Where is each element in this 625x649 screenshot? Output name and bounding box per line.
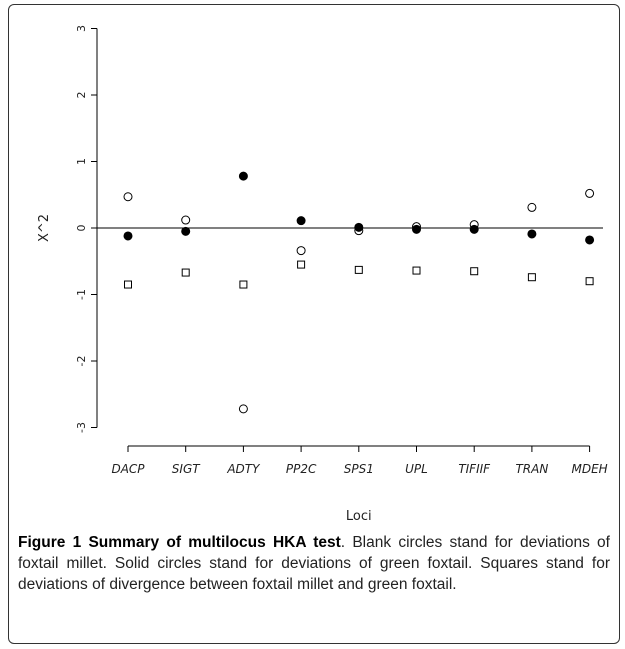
- filled-circle-point: [354, 222, 364, 232]
- x-tick-label: SIGT: [172, 462, 201, 476]
- hka-scatter-chart: -3 -2 -1 0 1 2 3 DACP SIGT ADTY PP2C SPS1 UPL TIFIIF…: [37, 25, 608, 524]
- square-point: [297, 260, 306, 269]
- square-point: [527, 273, 536, 282]
- x-tick-label: TRAN: [515, 462, 548, 476]
- y-tick-label: 3: [75, 25, 88, 32]
- x-tick-label: PP2C: [286, 462, 317, 476]
- open-circle-point: [238, 404, 248, 414]
- y-tick-label: -3: [75, 422, 88, 433]
- open-circle-point: [123, 192, 133, 202]
- filled-circle-point: [469, 224, 479, 234]
- open-circle-point: [585, 188, 595, 198]
- y-tick-label: -2: [75, 356, 88, 367]
- filled-circle-point: [238, 171, 248, 181]
- figure-frame: [8, 4, 620, 644]
- filled-circle-point: [181, 226, 191, 236]
- square-point: [412, 266, 421, 275]
- y-tick-label: -1: [75, 289, 88, 300]
- caption-title: Figure 1 Summary of multilocus HKA test: [18, 534, 341, 551]
- square-point: [470, 267, 479, 276]
- figure-caption: Figure 1 Summary of multilocus HKA test.…: [18, 532, 610, 595]
- filled-circle-point: [412, 224, 421, 234]
- x-axis: DACP SIGT ADTY PP2C SPS1 UPL TIFIIF TRAN MDEH: [111, 445, 608, 476]
- filled-circle-point: [585, 235, 595, 245]
- square-point: [354, 265, 363, 274]
- square-point: [124, 280, 132, 289]
- x-axis-title: Loci: [346, 509, 372, 524]
- y-tick-label: 1: [75, 158, 88, 165]
- x-tick-label: ADTY: [226, 462, 261, 476]
- y-axis: -3 -2 -1 0 1 2 3: [75, 25, 98, 433]
- x-tick-label: DACP: [111, 462, 145, 476]
- x-tick-label: SPS1: [344, 462, 374, 476]
- square-point: [181, 268, 190, 277]
- square-point: [239, 280, 248, 289]
- x-tick-label: UPL: [405, 462, 428, 476]
- filled-circle-point: [296, 216, 306, 226]
- caption-text: . Blank circles stand for deviations of …: [18, 534, 610, 593]
- y-axis-title: X^2: [37, 214, 52, 242]
- x-tick-label: MDEH: [571, 462, 607, 476]
- data-points: [123, 171, 595, 414]
- open-circle-point: [296, 246, 306, 256]
- filled-circle-point: [123, 231, 133, 241]
- y-tick-label: 2: [75, 92, 88, 99]
- y-tick-label: 0: [75, 225, 88, 232]
- filled-circle-point: [527, 229, 537, 239]
- square-point: [585, 277, 594, 286]
- open-circle-point: [181, 215, 191, 225]
- open-circle-point: [527, 202, 537, 212]
- x-tick-label: TIFIIF: [458, 462, 491, 476]
